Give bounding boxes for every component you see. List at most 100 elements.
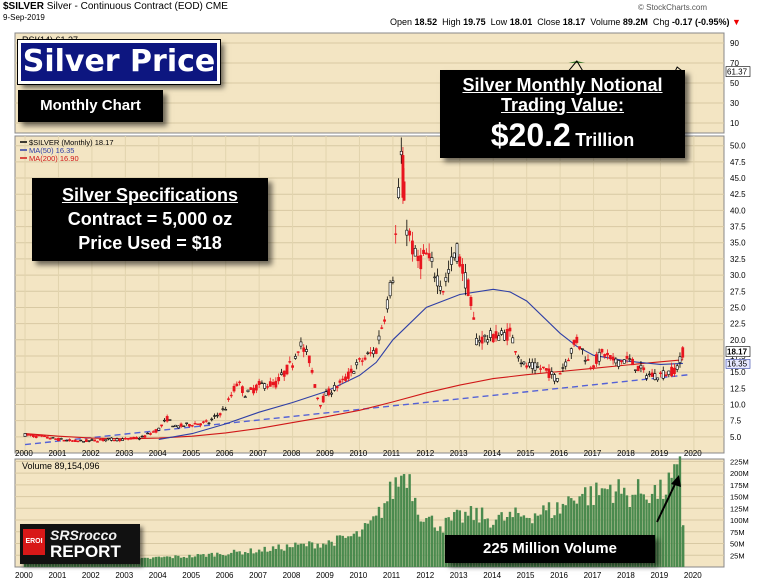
candle-up	[388, 282, 392, 297]
candle-down	[341, 378, 345, 381]
volume-bar	[394, 477, 397, 567]
volume-bar	[23, 562, 27, 567]
volume-bar	[291, 547, 294, 567]
candle-up	[477, 340, 481, 343]
volume-bar	[154, 556, 158, 567]
volume-bar	[589, 486, 592, 567]
candle-down	[419, 255, 423, 270]
candle-down	[461, 264, 464, 274]
candle-down	[472, 317, 476, 320]
volume-bar	[26, 563, 30, 567]
candle-down	[625, 355, 629, 359]
candle-up	[174, 424, 177, 427]
candle-up	[391, 280, 395, 283]
candle-down	[132, 436, 136, 439]
chart-subtitle: Monthly Chart	[40, 97, 141, 114]
volume-bar	[338, 535, 342, 567]
volume-bar	[230, 552, 233, 567]
candle-down	[592, 365, 595, 368]
volume-bar	[595, 482, 598, 567]
candle-down	[37, 434, 41, 437]
price-tick-label: 22.5	[730, 320, 746, 329]
volume-bar	[185, 557, 188, 567]
price-x-tick-label: 2017	[584, 449, 602, 458]
price-legend-entry: $SILVER (Monthly) 18.17	[29, 138, 114, 147]
candle-down	[636, 365, 640, 372]
volume-bar	[606, 489, 609, 567]
volume-bar	[244, 552, 247, 567]
specs-title: Silver Specifications	[61, 185, 239, 205]
candle-down	[458, 256, 462, 267]
candle-down	[380, 327, 384, 329]
volume-bar	[224, 555, 227, 567]
price-legend-entry: MA(50) 16.35	[29, 146, 74, 155]
candle-down	[31, 434, 35, 438]
volume-tick-label: 200M	[730, 469, 749, 478]
price-x-tick-label: 2014	[483, 449, 501, 458]
candle-down	[505, 329, 509, 341]
volume-tick-label: 50M	[730, 540, 745, 549]
candle-down	[494, 331, 498, 339]
candle-up	[299, 341, 303, 347]
candle-down	[26, 434, 30, 436]
candle-down	[68, 439, 72, 442]
price-tick-label: 10.0	[730, 400, 746, 409]
volume-bar	[274, 548, 278, 567]
candle-up	[332, 385, 336, 391]
volume-bar	[600, 488, 604, 567]
change-value: -0.17 (-0.95%)	[671, 17, 730, 27]
volume-bar	[277, 544, 280, 567]
candle-up	[157, 427, 161, 431]
volume-bar	[113, 561, 116, 567]
candle-up	[171, 425, 175, 428]
volume-bar	[603, 488, 606, 567]
price-tick-label: 47.5	[730, 158, 746, 167]
candle-down	[544, 368, 548, 371]
candle-down	[282, 370, 286, 377]
candle-up	[463, 272, 467, 289]
volume-bar	[29, 562, 32, 567]
volume-legend: Volume 89,154,096	[22, 461, 100, 471]
candle-up	[185, 422, 189, 424]
volume-bar	[433, 527, 436, 567]
volume-x-tick-label: 2007	[249, 571, 267, 580]
volume-bar	[380, 517, 383, 567]
price-x-tick-label: 2018	[617, 449, 635, 458]
volume-bar	[631, 494, 634, 567]
candle-up	[293, 356, 297, 359]
volume-bar	[650, 493, 654, 567]
volume-tick-label: 75M	[730, 528, 745, 537]
open-value: 18.52	[414, 17, 438, 27]
volume-bar	[269, 550, 272, 567]
volume-bar	[322, 543, 325, 567]
candle-down	[539, 368, 543, 370]
logo-line2: REPORT	[50, 542, 121, 561]
candle-down	[98, 439, 102, 441]
candle-down	[71, 440, 74, 442]
candle-up	[564, 361, 568, 367]
candle-down	[589, 367, 593, 369]
volume-bar	[377, 506, 381, 567]
candle-up	[661, 370, 665, 379]
price-tick-label: 45.0	[730, 174, 746, 183]
candle-up	[511, 337, 515, 344]
volume-bar	[645, 499, 648, 567]
candle-up	[115, 438, 119, 442]
candle-down	[241, 386, 244, 393]
volume-bar	[408, 474, 411, 567]
volume-bar	[578, 496, 581, 567]
candle-up	[207, 422, 211, 425]
volume-value: 89.2M	[622, 17, 648, 27]
candle-up	[213, 415, 216, 417]
volume-bar	[213, 556, 216, 567]
volume-bar	[361, 529, 364, 567]
candle-down	[631, 358, 634, 366]
candle-down	[416, 255, 420, 262]
candle-down	[257, 380, 261, 385]
volume-x-tick-label: 2005	[182, 571, 200, 580]
volume-bar	[146, 557, 149, 567]
volume-bar	[210, 552, 213, 567]
support-trendline	[24, 374, 689, 446]
volume-bar	[82, 562, 85, 567]
candle-down	[316, 397, 320, 400]
